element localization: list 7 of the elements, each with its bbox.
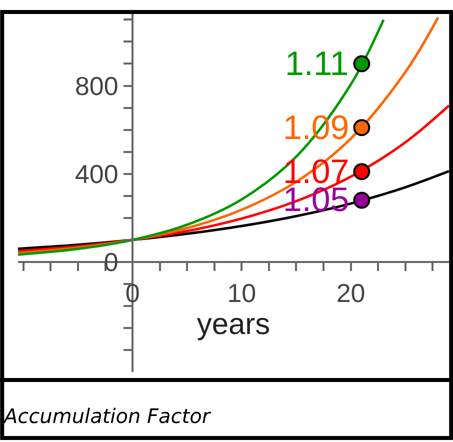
y-tick-label: 400 [74,158,118,189]
y-tick-label: 800 [74,70,118,101]
x-tick-label: 20 [336,278,366,308]
series-label: 1.11 [285,45,349,83]
x-axis-title: years [196,308,270,342]
text: Accumulation Factor [2,404,212,428]
x-tick-label: 10 [227,278,256,308]
